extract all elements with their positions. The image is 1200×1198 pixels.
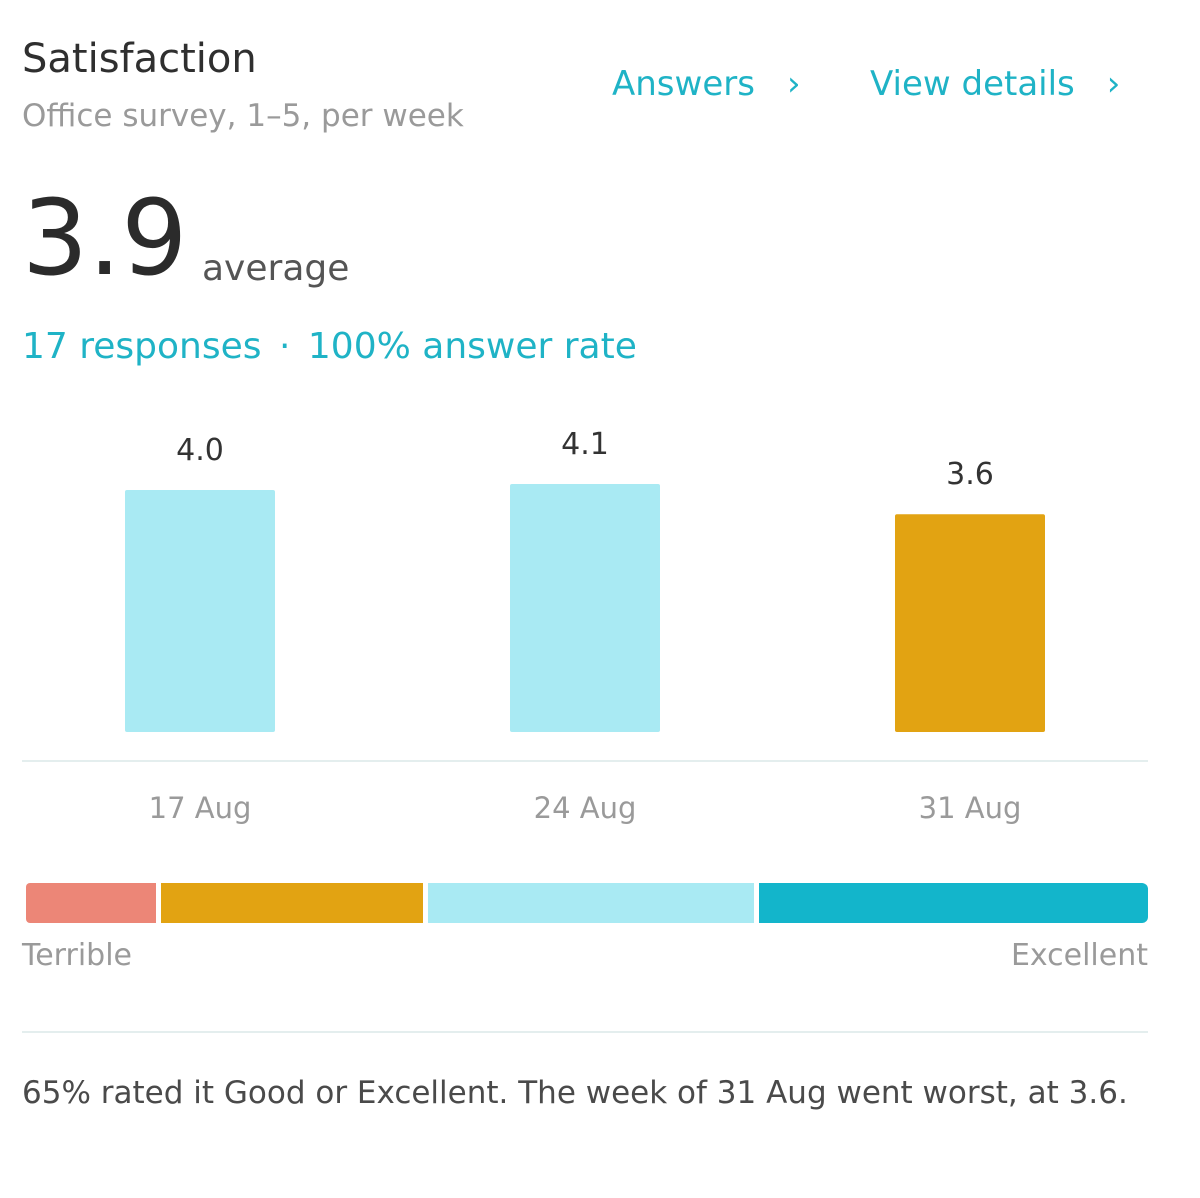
rating-scale (26, 883, 1148, 923)
scale-high-label: Excellent (1010, 938, 1148, 973)
scale-low-label: Terrible (22, 938, 132, 973)
scale-segment-terrible (26, 883, 156, 923)
bar-value-label: 3.6 (946, 457, 994, 492)
average-value: 3.9 (22, 177, 188, 299)
average-label: average (202, 248, 350, 289)
x-tick-label: 24 Aug (534, 791, 637, 825)
responses-count: 17 responses (22, 326, 262, 367)
scale-segment-excellent (759, 883, 1148, 923)
chevron-right-icon: › (786, 64, 801, 104)
x-tick-label: 31 Aug (919, 791, 1022, 825)
chevron-right-icon: › (1106, 64, 1121, 104)
card-subtitle: Office survey, 1–5, per week (22, 98, 464, 134)
bar-31-aug (895, 514, 1045, 732)
meta-separator: · (278, 326, 291, 367)
card-title: Satisfaction (22, 36, 257, 82)
x-tick-label: 17 Aug (149, 791, 252, 825)
answer-rate: 100% answer rate (307, 326, 637, 367)
answers-link[interactable]: Answers › (612, 64, 801, 104)
summary-text: 65% rated it Good or Excellent. The week… (22, 1075, 1128, 1111)
bar-17-aug (125, 490, 275, 732)
bar-value-label: 4.1 (561, 427, 609, 462)
weekly-bar-chart: 4.0 17 Aug 4.1 24 Aug 3.6 31 Aug (22, 427, 1148, 825)
bar-24-aug (510, 483, 660, 732)
scale-segment-good (428, 883, 754, 923)
scale-segment-poor (161, 883, 423, 923)
bar-value-label: 4.0 (176, 433, 224, 468)
response-meta: 17 responses · 100% answer rate (22, 326, 637, 367)
view-details-link[interactable]: View details › (870, 64, 1120, 104)
divider (22, 1031, 1148, 1033)
answers-link-label: Answers (612, 64, 755, 104)
view-details-link-label: View details (870, 64, 1075, 104)
